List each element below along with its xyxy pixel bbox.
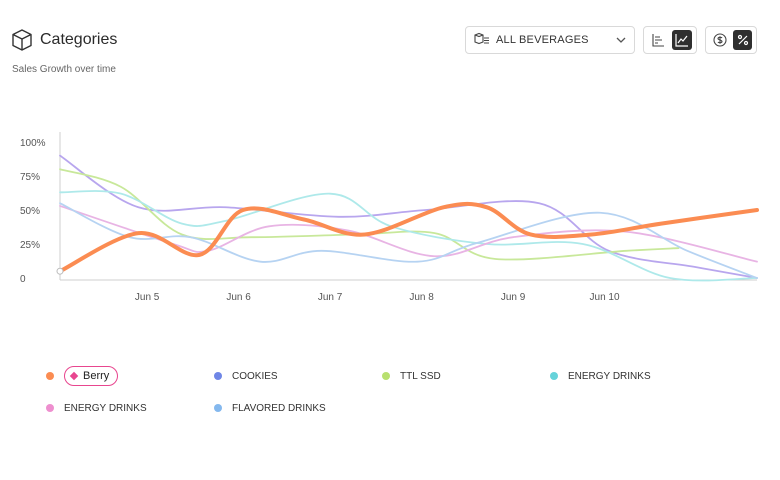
legend-color-dot (46, 404, 54, 412)
category-filter-dropdown[interactable]: ALL BEVERAGES (465, 26, 635, 54)
x-tick-label: Jun 9 (501, 292, 526, 303)
legend-item[interactable]: TTL SSD (382, 366, 441, 386)
series-line-energy-drinks[interactable] (59, 205, 758, 263)
series-line-cookies[interactable] (59, 154, 758, 279)
legend-label: Berry (83, 370, 110, 382)
dropdown-selected-value: ALL BEVERAGES (496, 34, 589, 46)
x-tick-label: Jun 8 (409, 292, 434, 303)
bar-chart-icon (652, 34, 664, 47)
x-tick-label: Jun 10 (590, 292, 620, 303)
dollar-icon (712, 33, 727, 47)
x-tick-label: Jun 7 (318, 292, 343, 303)
legend-label: FLAVORED DRINKS (232, 402, 326, 414)
series-start-marker (56, 267, 64, 275)
legend-label: ENERGY DRINKS (568, 370, 651, 382)
box-icon (10, 28, 34, 52)
y-tick-label: 75% (20, 172, 40, 183)
x-tick-label: Jun 6 (226, 292, 251, 303)
bar-chart-button[interactable] (648, 30, 668, 50)
legend-color-dot (382, 372, 390, 380)
diamond-icon (69, 371, 79, 381)
series-line-energy-drinks[interactable] (59, 190, 758, 282)
chevron-down-icon (616, 34, 626, 46)
line-chart-icon (675, 34, 688, 47)
legend-item[interactable]: FLAVORED DRINKS (214, 398, 326, 418)
series-line-berry[interactable] (58, 201, 759, 274)
legend-color-dot (550, 372, 558, 380)
legend-color-dot (214, 404, 222, 412)
percent-icon (737, 34, 748, 46)
legend-selected-pill[interactable]: Berry (64, 366, 119, 386)
page-title: Categories (40, 31, 118, 48)
legend-item[interactable]: COOKIES (214, 366, 278, 386)
page-subtitle: Sales Growth over time (12, 64, 116, 75)
x-tick-label: Jun 5 (135, 292, 160, 303)
chart-type-toggle (643, 26, 697, 54)
legend-item[interactable]: Berry (46, 366, 119, 386)
legend-color-dot (46, 372, 54, 380)
y-tick-label: 100% (20, 138, 46, 149)
y-tick-label: 50% (20, 206, 40, 217)
legend-item[interactable]: ENERGY DRINKS (550, 366, 651, 386)
percent-button[interactable] (733, 30, 752, 50)
legend-label: ENERGY DRINKS (64, 402, 147, 414)
legend-color-dot (214, 372, 222, 380)
line-chart-button[interactable] (672, 30, 692, 50)
legend-item[interactable]: ENERGY DRINKS (46, 398, 147, 418)
unit-toggle (705, 26, 757, 54)
y-tick-label: 0 (20, 274, 26, 285)
beverage-icon (474, 32, 490, 49)
line-chart: 100% 75% 50% 25% 0 Jun 5 Jun 6 Jun 7 Jun 8 Jun 9… (20, 132, 759, 303)
y-tick-label: 25% (20, 240, 40, 251)
dollar-button[interactable] (710, 30, 729, 50)
legend-label: TTL SSD (400, 370, 441, 382)
legend-label: COOKIES (232, 370, 278, 382)
